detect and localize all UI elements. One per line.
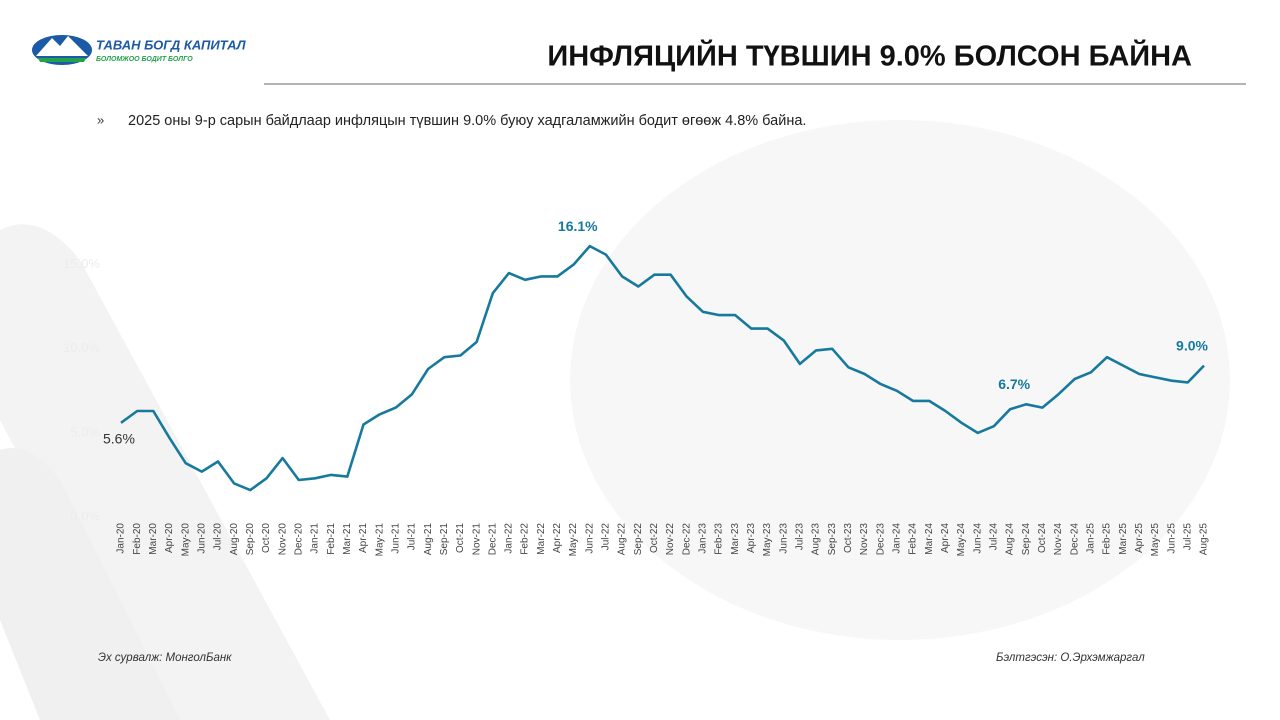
x-tick-label: Sep-20 (245, 523, 256, 556)
x-tick-label: Dec-22 (681, 523, 692, 556)
decor-band (0, 224, 330, 720)
y-tick-label: 5.0% (70, 424, 100, 439)
x-tick-label: Feb-25 (1102, 523, 1113, 555)
x-tick-label: Oct-23 (843, 523, 854, 553)
x-tick-label: May-24 (956, 523, 967, 557)
author-note: Бэлтгэсэн: О.Эрхэмжаргал (996, 652, 1145, 664)
x-tick-label: Sep-21 (439, 523, 450, 556)
x-tick-label: Jul-22 (601, 523, 612, 551)
x-tick-label: Apr-21 (358, 523, 369, 553)
x-tick-label: Jul-23 (795, 523, 806, 551)
y-tick-label: 0.0% (70, 508, 100, 523)
x-tick-label: Feb-24 (908, 523, 919, 555)
x-tick-label: Aug-24 (1005, 523, 1016, 556)
x-tick-label: Mar-24 (924, 523, 935, 555)
x-tick-label: Dec-20 (293, 523, 304, 556)
x-tick-label: May-25 (1150, 523, 1161, 557)
x-tick-label: Aug-22 (617, 523, 628, 556)
x-tick-label: Oct-24 (1037, 523, 1048, 553)
logo-grass (38, 58, 86, 62)
x-tick-label: Nov-20 (277, 523, 288, 556)
x-tick-label: Nov-23 (859, 523, 870, 556)
x-tick-label: Apr-25 (1134, 523, 1145, 553)
logo-tagline: БОЛОМЖОО БОДИТ БОЛГО (96, 56, 193, 63)
logo-name: ТАВАН БОГД КАПИТАЛ (96, 37, 247, 52)
data-label: 5.6% (103, 430, 135, 446)
x-tick-label: Sep-24 (1021, 523, 1032, 556)
x-tick-label: Jan-25 (1085, 523, 1096, 554)
x-tick-label: Jun-23 (778, 523, 789, 554)
x-tick-label: Oct-21 (455, 523, 466, 553)
x-tick-label: Sep-22 (633, 523, 644, 556)
x-tick-label: May-21 (374, 523, 385, 557)
x-tick-label: Oct-20 (261, 523, 272, 553)
x-tick-label: Jul-24 (989, 523, 1000, 551)
source-note: Эх сурвалж: МонголБанк (98, 652, 232, 664)
x-tick-label: Jan-20 (116, 523, 127, 554)
x-tick-label: Jan-21 (310, 523, 321, 554)
x-tick-label: Aug-25 (1199, 523, 1210, 556)
x-tick-label: Dec-21 (487, 523, 498, 556)
data-label: 9.0% (1176, 337, 1208, 353)
x-tick-label: Aug-21 (423, 523, 434, 556)
x-tick-label: May-22 (568, 523, 579, 557)
x-tick-label: Jun-21 (390, 523, 401, 554)
data-label: 6.7% (998, 376, 1030, 392)
x-tick-label: Aug-23 (811, 523, 822, 556)
x-tick-label: Feb-21 (326, 523, 337, 555)
x-tick-label: Apr-24 (940, 523, 951, 553)
inflation-line (120, 244, 1205, 492)
x-tick-label: Apr-20 (164, 523, 175, 553)
x-tick-label: Jan-24 (892, 523, 903, 554)
x-tick-label: Mar-20 (148, 523, 159, 555)
x-tick-label: May-23 (762, 523, 773, 557)
x-tick-label: Jul-25 (1182, 523, 1193, 551)
decor-band (0, 448, 180, 720)
x-tick-label: Jun-20 (196, 523, 207, 554)
x-tick-label: Mar-21 (342, 523, 353, 555)
x-tick-label: Jun-25 (1166, 523, 1177, 554)
x-tick-label: Jun-22 (584, 523, 595, 554)
x-tick-label: Dec-23 (875, 523, 886, 556)
x-tick-label: Oct-22 (649, 523, 660, 553)
x-tick-label: Jan-23 (698, 523, 709, 554)
x-tick-label: Mar-25 (1118, 523, 1129, 555)
x-tick-label: Nov-21 (471, 523, 482, 556)
logo: ТАВАН БОГД КАПИТАЛ БОЛОМЖОО БОДИТ БОЛГО (32, 35, 247, 65)
bullet-text: 2025 оны 9-р сарын байдлаар инфляцын түв… (128, 113, 806, 129)
x-tick-label: Jan-22 (504, 523, 515, 554)
x-tick-label: Jul-21 (407, 523, 418, 551)
x-tick-label: Feb-23 (714, 523, 725, 555)
x-tick-label: Mar-23 (730, 523, 741, 555)
x-tick-label: Feb-22 (520, 523, 531, 555)
slide-title: ИНФЛЯЦИЙН ТҮВШИН 9.0% БОЛСОН БАЙНА (547, 39, 1192, 73)
x-tick-label: Aug-20 (229, 523, 240, 556)
x-tick-label: Nov-22 (665, 523, 676, 556)
x-tick-label: Apr-22 (552, 523, 563, 553)
plot: 0.0% 5.0% 10.0% 15.0% Jan-20 Feb-20 Mar-20 Apr-… (63, 218, 1210, 557)
y-tick-label: 10.0% (63, 340, 100, 355)
x-tick-label: May-20 (180, 523, 191, 557)
x-tick-label: Sep-23 (827, 523, 838, 556)
x-tick-label: Nov-24 (1053, 523, 1064, 556)
x-tick-label: Mar-22 (536, 523, 547, 555)
bullet-marker: » (97, 112, 104, 127)
logo-mountain (36, 36, 88, 56)
x-tick-label: Jun-24 (972, 523, 983, 554)
x-tick-label: Feb-20 (132, 523, 143, 555)
x-tick-label: Jul-20 (213, 523, 224, 551)
y-tick-label: 15.0% (63, 256, 100, 271)
x-tick-label: Apr-23 (746, 523, 757, 553)
data-label: 16.1% (558, 218, 598, 234)
decor-map (570, 120, 1230, 640)
x-tick-label: Dec-24 (1069, 523, 1080, 556)
